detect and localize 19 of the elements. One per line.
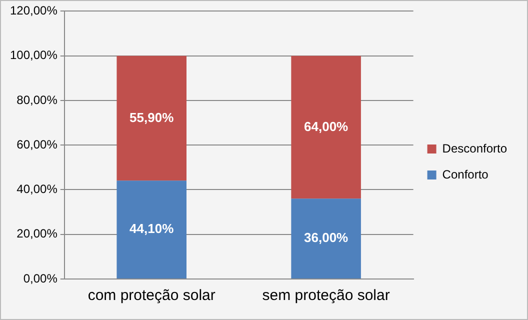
- legend-label: Desconforto: [442, 141, 508, 156]
- data-label: 55,90%: [130, 110, 174, 125]
- x-tick-label: sem proteção solar: [262, 287, 390, 304]
- y-tick-label: 120,00%: [10, 4, 58, 18]
- bar: [116, 56, 186, 181]
- bar: [291, 198, 361, 278]
- data-label: 36,00%: [304, 230, 349, 246]
- bar: [116, 180, 186, 278]
- data-label: 44,10%: [130, 221, 174, 236]
- y-tick-label: 20,00%: [16, 226, 58, 241]
- legend-label: Conforto: [442, 167, 489, 182]
- y-tick-label: 80,00%: [16, 92, 58, 107]
- y-tick-label: 100,00%: [10, 48, 58, 62]
- x-tick-label: com proteção solar: [88, 287, 216, 304]
- data-label: 64,00%: [304, 118, 349, 134]
- y-tick-label: 60,00%: [16, 137, 58, 152]
- bar: [291, 56, 361, 199]
- y-tick-label: 0,00%: [23, 271, 58, 286]
- y-tick-label: 40,00%: [16, 182, 58, 196]
